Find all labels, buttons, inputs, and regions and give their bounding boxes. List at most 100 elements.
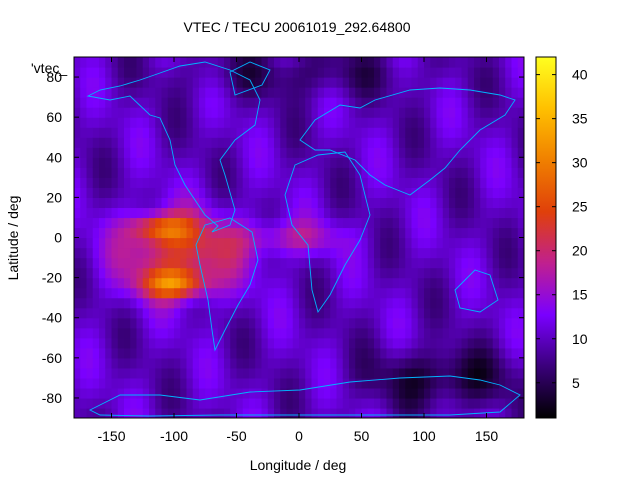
heatmap-cell (499, 347, 506, 359)
heatmap-cell (142, 117, 150, 128)
heatmap-cell (417, 307, 425, 319)
heatmap-cell (492, 227, 500, 239)
heatmap-cell (349, 127, 356, 138)
heatmap-cell (105, 287, 113, 299)
heatmap-cell (230, 157, 238, 168)
heatmap-cell (261, 117, 269, 128)
heatmap-cell (255, 167, 263, 178)
heatmap-cell (86, 127, 94, 138)
heatmap-cell (292, 307, 300, 319)
heatmap-cell (92, 267, 100, 279)
heatmap-cell (74, 137, 81, 148)
heatmap-cell (211, 117, 219, 128)
heatmap-cell (411, 207, 419, 219)
heatmap-cell (505, 97, 513, 108)
heatmap-cell (474, 207, 481, 219)
heatmap-cell (130, 217, 138, 229)
heatmap-cell (199, 287, 206, 299)
heatmap-cell (355, 87, 363, 98)
heatmap-cell (124, 277, 131, 289)
heatmap-cell (380, 377, 388, 389)
heatmap-cell (192, 247, 200, 259)
heatmap-cell (192, 107, 200, 118)
heatmap-cell (74, 257, 81, 269)
heatmap-cell (367, 257, 375, 269)
heatmap-cell (499, 317, 506, 329)
heatmap-cell (311, 367, 319, 379)
heatmap-cell (480, 307, 488, 319)
heatmap-cell (336, 257, 344, 269)
heatmap-cell (267, 277, 275, 289)
heatmap-cell (230, 407, 238, 418)
heatmap-cell (86, 367, 94, 379)
heatmap-cell (142, 197, 150, 209)
heatmap-cell (324, 377, 331, 389)
heatmap-cell (236, 167, 244, 178)
heatmap-cell (117, 87, 125, 98)
heatmap-cell (505, 217, 513, 229)
heatmap-cell (205, 237, 213, 249)
heatmap-cell (105, 157, 113, 168)
heatmap-cell (261, 407, 269, 418)
heatmap-cell (399, 67, 406, 78)
heatmap-cell (149, 257, 156, 269)
heatmap-cell (130, 227, 138, 239)
heatmap-cell (211, 87, 219, 98)
heatmap-cell (430, 137, 438, 148)
heatmap-cell (117, 127, 125, 138)
heatmap-cell (136, 347, 144, 359)
heatmap-cell (255, 107, 263, 118)
heatmap-cell (361, 237, 369, 249)
heatmap-cell (167, 407, 175, 418)
heatmap-cell (155, 197, 163, 209)
heatmap-cell (455, 387, 463, 399)
heatmap-cell (267, 237, 275, 249)
heatmap-cell (480, 357, 488, 369)
coastlines (86, 61, 521, 417)
heatmap-cell (342, 77, 350, 88)
heatmap-cell (230, 387, 238, 399)
heatmap-cell (292, 327, 300, 339)
heatmap-cell (492, 187, 500, 198)
heatmap-cell (355, 207, 363, 219)
heatmap-cell (511, 67, 519, 78)
heatmap-cell (80, 157, 88, 168)
heatmap-cell (336, 207, 344, 219)
heatmap-cell (161, 387, 169, 399)
heatmap-cell (199, 217, 206, 229)
heatmap-cell (230, 347, 238, 359)
heatmap-cell (324, 367, 331, 379)
heatmap-cell (317, 407, 325, 418)
heatmap-cell (99, 397, 106, 409)
heatmap-cell (342, 367, 350, 379)
heatmap-cell (449, 177, 456, 188)
heatmap-cell (392, 177, 400, 188)
heatmap-cell (467, 137, 475, 148)
heatmap-cell (499, 147, 506, 158)
heatmap-cell (411, 297, 419, 309)
heatmap-cell (192, 207, 200, 219)
heatmap-cell (167, 377, 175, 389)
heatmap-cell (367, 397, 375, 409)
heatmap-cell (149, 267, 156, 279)
heatmap-cell (167, 337, 175, 349)
heatmap-cell (461, 117, 469, 128)
heatmap-cell (261, 177, 269, 188)
heatmap-cell (142, 297, 150, 309)
heatmap-cell (249, 277, 256, 289)
heatmap-cell (492, 377, 500, 389)
heatmap-cell (211, 157, 219, 168)
heatmap-cell (386, 357, 394, 369)
heatmap-cell (411, 147, 419, 158)
heatmap-cell (249, 287, 256, 299)
heatmap-cell (86, 387, 94, 399)
heatmap-cell (136, 257, 144, 269)
heatmap-cell (461, 187, 469, 198)
heatmap-cell (511, 147, 519, 158)
heatmap-cell (424, 337, 431, 349)
heatmap-cell (374, 327, 381, 339)
heatmap-cell (417, 367, 425, 379)
heatmap-cell (130, 67, 138, 78)
heatmap-cell (474, 327, 481, 339)
heatmap-cell (124, 217, 131, 229)
